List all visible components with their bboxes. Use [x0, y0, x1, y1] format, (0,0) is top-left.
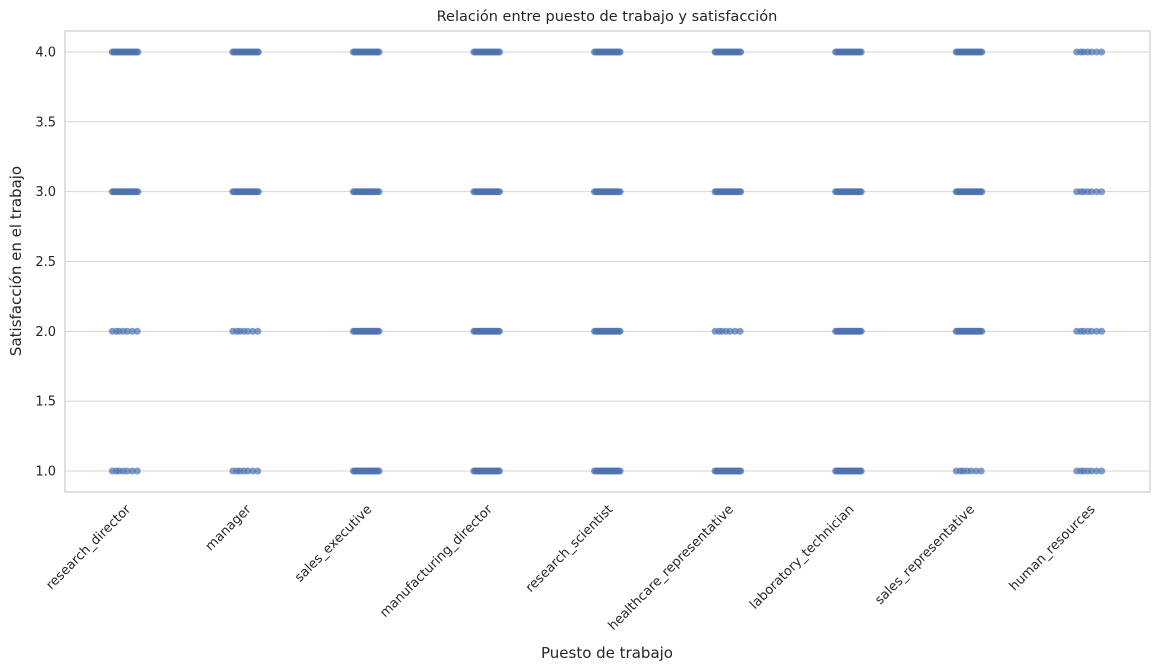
data-point — [857, 467, 865, 475]
data-point — [1088, 48, 1096, 56]
x-tick-label: research_director — [43, 502, 134, 593]
data-point — [1098, 327, 1106, 335]
data-point — [978, 188, 986, 196]
data-point — [375, 48, 383, 56]
data-point — [857, 188, 865, 196]
data-point — [726, 327, 734, 335]
data-point — [134, 188, 142, 196]
y-tick-label: 1.0 — [35, 465, 56, 480]
data-point — [134, 48, 142, 56]
data-point — [244, 327, 252, 335]
y-tick-label: 3.5 — [35, 115, 56, 130]
data-point — [249, 467, 257, 475]
data-point — [978, 327, 986, 335]
y-tick-label: 3.0 — [35, 185, 56, 200]
x-tick-label: manufacturing_director — [377, 502, 496, 621]
data-point — [731, 327, 739, 335]
data-point — [254, 327, 262, 335]
data-point — [616, 467, 624, 475]
data-point — [375, 327, 383, 335]
data-point — [254, 467, 262, 475]
data-point — [616, 48, 624, 56]
data-point — [1093, 48, 1101, 56]
data-point — [254, 48, 262, 56]
data-point — [737, 467, 745, 475]
data-point — [978, 48, 986, 56]
data-point — [1093, 327, 1101, 335]
x-tick-label: sales_representative — [872, 502, 978, 608]
data-point — [1098, 48, 1106, 56]
x-tick-label: laboratory_technician — [747, 502, 857, 612]
data-point — [1093, 467, 1101, 475]
data-point — [496, 327, 503, 335]
data-point — [133, 327, 141, 335]
x-tick-label: research_scientist — [523, 502, 616, 595]
data-point — [1088, 467, 1096, 475]
data-point — [496, 48, 503, 56]
data-point — [857, 48, 865, 56]
data-point — [496, 188, 503, 196]
x-tick-labels: research_director manager sales_executive m… — [43, 502, 1098, 634]
y-tick-label: 2.0 — [35, 325, 56, 340]
x-tick-label: manager — [203, 502, 255, 554]
x-tick-label: healthcare_representative — [606, 502, 737, 633]
data-point — [1093, 188, 1101, 196]
data-point — [1088, 188, 1096, 196]
x-tick-label: sales_executive — [292, 502, 375, 585]
data-point — [736, 327, 744, 335]
data-point — [133, 467, 141, 475]
data-point — [128, 327, 136, 335]
data-point — [967, 467, 975, 475]
y-tick-label: 4.0 — [35, 45, 56, 60]
data-points — [108, 48, 1106, 475]
data-point — [244, 467, 252, 475]
y-tick-label: 1.5 — [35, 395, 56, 410]
data-point — [972, 467, 980, 475]
y-tick-label: 2.5 — [35, 255, 56, 270]
data-point — [1098, 188, 1106, 196]
data-point — [737, 48, 745, 56]
data-point — [1098, 467, 1106, 475]
data-point — [249, 327, 257, 335]
data-point — [123, 467, 131, 475]
x-tick-label: human_resources — [1007, 502, 1099, 594]
gridlines — [65, 51, 1150, 472]
data-point — [128, 467, 136, 475]
data-point — [616, 188, 624, 196]
data-point — [375, 188, 383, 196]
data-point — [496, 467, 503, 475]
data-point — [375, 467, 383, 475]
data-point — [737, 188, 745, 196]
data-point — [254, 188, 262, 196]
data-point — [616, 327, 624, 335]
y-tick-labels: 1.0 1.5 2.0 2.5 3.0 3.5 4.0 — [35, 45, 56, 479]
x-axis-label: Puesto de trabajo — [541, 644, 673, 662]
y-axis-label: Satisfacción en el trabajo — [7, 166, 25, 356]
data-point — [977, 467, 985, 475]
chart-title: Relación entre puesto de trabajo y satis… — [437, 9, 778, 25]
data-point — [123, 327, 131, 335]
data-point — [857, 327, 865, 335]
data-point — [1088, 327, 1096, 335]
